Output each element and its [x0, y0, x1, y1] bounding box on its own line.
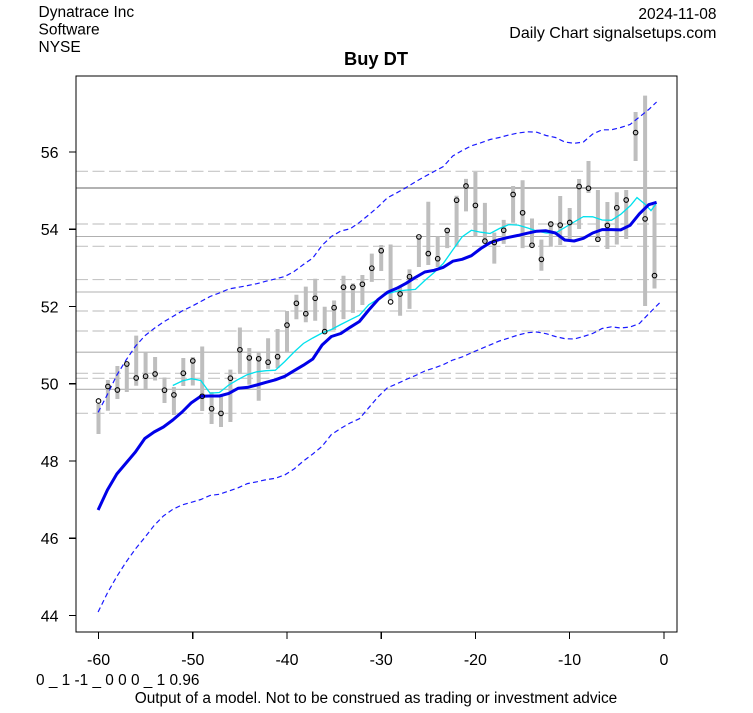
svg-text:-60: -60 [87, 652, 110, 669]
svg-text:-50: -50 [181, 652, 204, 669]
svg-text:50: 50 [41, 377, 59, 394]
svg-text:0: 0 [659, 652, 668, 669]
svg-text:-10: -10 [558, 652, 581, 669]
svg-text:Dynatrace Inc: Dynatrace Inc [39, 4, 135, 21]
svg-text:48: 48 [41, 454, 59, 471]
svg-text:-40: -40 [275, 652, 298, 669]
svg-text:-20: -20 [464, 652, 487, 669]
svg-text:54: 54 [41, 222, 59, 239]
svg-text:Buy DT: Buy DT [344, 48, 408, 69]
svg-text:NYSE: NYSE [39, 39, 81, 56]
svg-text:44: 44 [41, 608, 59, 625]
svg-text:56: 56 [41, 145, 59, 162]
svg-text:52: 52 [41, 299, 59, 316]
svg-text:-30: -30 [370, 652, 393, 669]
svg-text:Output of a model. Not to be c: Output of a model. Not to be construed a… [135, 690, 618, 707]
svg-text:Daily Chart signalsetups.com: Daily Chart signalsetups.com [509, 25, 716, 42]
svg-text:0 _ 1 -1 _ 0 0 0 _ 1 0.96: 0 _ 1 -1 _ 0 0 0 _ 1 0.96 [36, 672, 199, 689]
svg-text:Software: Software [39, 22, 100, 39]
svg-text:46: 46 [41, 531, 59, 548]
svg-text:2024-11-08: 2024-11-08 [638, 6, 716, 23]
